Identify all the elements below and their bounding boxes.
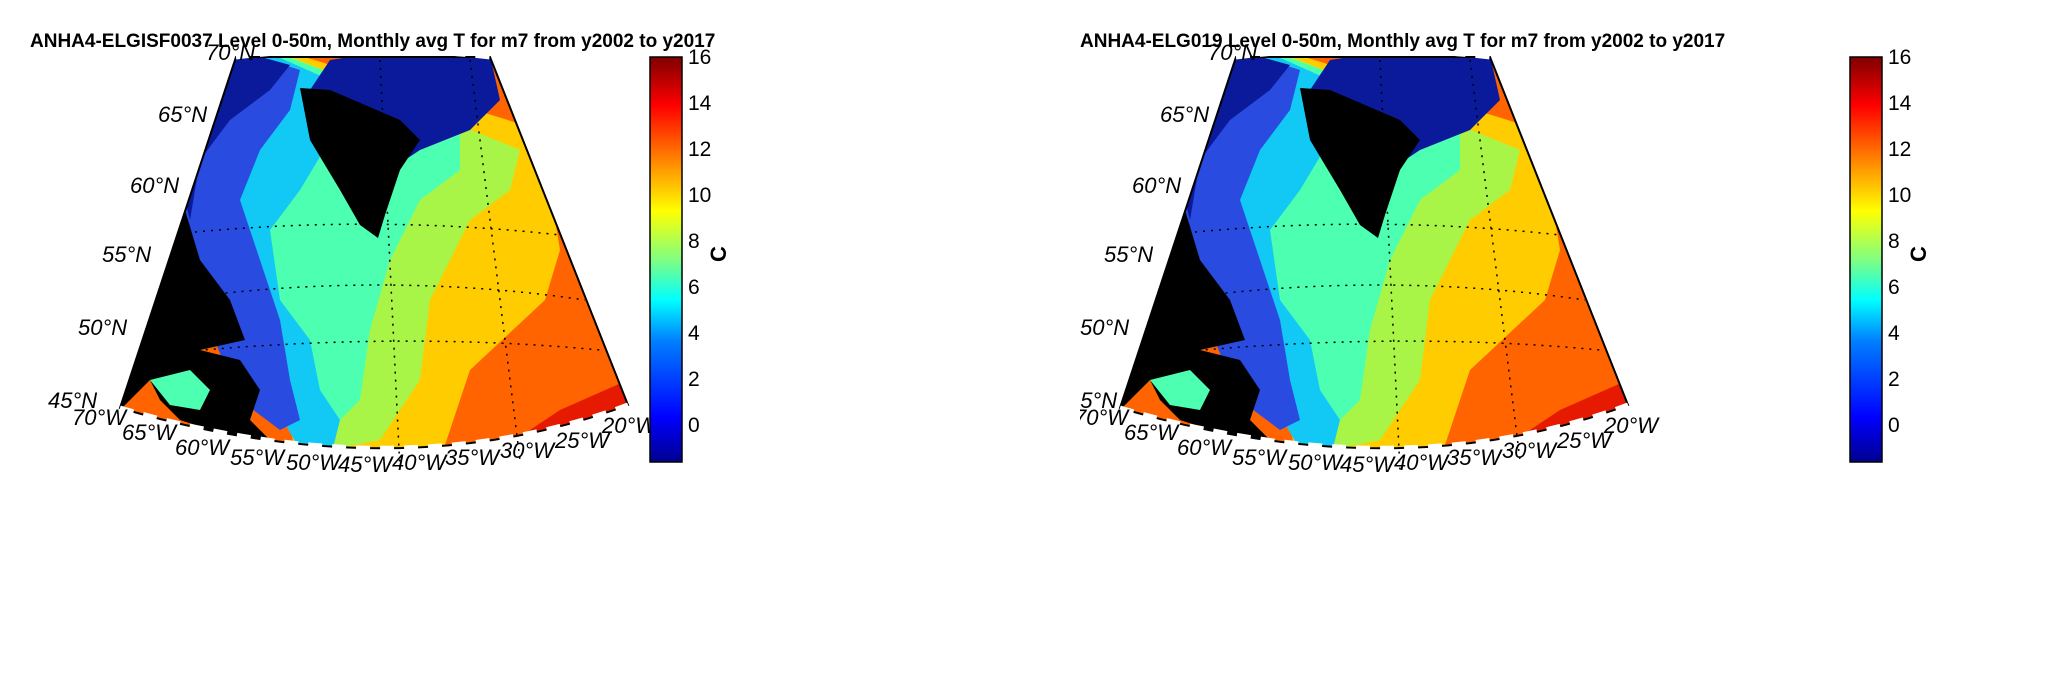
lon-label: 50°W bbox=[1288, 450, 1344, 475]
map-panel-right: ANHA4-ELG019 Level 0-50m, Monthly avg T … bbox=[1068, 0, 2048, 690]
colorbar-label: C bbox=[1906, 246, 1931, 262]
lon-label: 70°W bbox=[1080, 405, 1130, 430]
colorbar-tick: 6 bbox=[1888, 276, 1900, 299]
colorbar-tick: 0 bbox=[688, 414, 700, 437]
longitude-labels: 70°W 65°W 60°W 55°W 50°W 45°W 40°W 35°W … bbox=[72, 405, 658, 477]
greenland-landmass bbox=[300, 88, 420, 238]
graticule bbox=[149, 59, 601, 471]
lat-label: 60°N bbox=[130, 173, 179, 198]
colorbar-tick: 2 bbox=[1888, 368, 1900, 391]
graticule bbox=[1149, 59, 1601, 471]
colorbar-tick: 12 bbox=[688, 138, 711, 161]
colorbar: 16 14 12 10 8 6 4 2 0 C bbox=[1849, 46, 1931, 463]
colorbar-tick: 2 bbox=[688, 368, 700, 391]
lat-label: 55°N bbox=[102, 242, 151, 267]
colorbar-tick: 6 bbox=[688, 276, 700, 299]
colorbar-tick: 10 bbox=[688, 184, 711, 207]
colorbar-tick: 4 bbox=[688, 322, 700, 345]
lon-label: 45°W bbox=[338, 452, 394, 477]
lat-label: 65°N bbox=[158, 102, 207, 127]
colorbar-tick: 8 bbox=[688, 230, 700, 253]
colorbar-tick: 16 bbox=[688, 46, 711, 69]
colorbar-tick: 14 bbox=[688, 92, 712, 115]
lat-label: 45°N bbox=[48, 388, 97, 413]
lat-label: 50°N bbox=[78, 315, 127, 340]
lon-label: 65°W bbox=[1124, 420, 1180, 445]
lon-label: 30°W bbox=[500, 438, 556, 463]
lon-label: 70°W bbox=[72, 405, 128, 430]
lon-label: 45°W bbox=[1340, 452, 1396, 477]
lon-label: 60°W bbox=[175, 435, 231, 460]
map-title: ANHA4-ELG019 Level 0-50m, Monthly avg T … bbox=[1080, 31, 1725, 52]
longitude-labels: 70°W 65°W 60°W 55°W 50°W 45°W 40°W 35°W … bbox=[1074, 405, 1660, 477]
lat-label: 50°N bbox=[1080, 315, 1129, 340]
lon-label: 20°W bbox=[1603, 413, 1660, 438]
map-frame-bottom-border bbox=[1119, 402, 1629, 451]
greenland-landmass bbox=[1300, 88, 1420, 238]
lon-label: 40°W bbox=[1394, 450, 1450, 475]
colorbar-tick: 8 bbox=[1888, 230, 1900, 253]
lon-label: 20°W bbox=[601, 413, 658, 438]
lat-label: 65°N bbox=[1160, 102, 1209, 127]
colorbar-tick: 4 bbox=[1888, 322, 1900, 345]
colorbar: 16 14 12 10 8 6 4 2 0 C bbox=[649, 46, 731, 463]
colorbar-tick: 12 bbox=[1888, 138, 1911, 161]
lon-label: 65°W bbox=[122, 420, 178, 445]
lon-label: 30°W bbox=[1502, 438, 1558, 463]
lat-label: 70°N bbox=[206, 40, 255, 65]
lon-label: 35°W bbox=[1447, 445, 1503, 470]
gulf-st-lawrence-region bbox=[150, 370, 210, 410]
lat-label: 60°N bbox=[1132, 173, 1181, 198]
lat-label: 55°N bbox=[1104, 242, 1153, 267]
gulf-st-lawrence-region bbox=[1150, 370, 1210, 410]
lat-label: 70°N bbox=[1208, 40, 1257, 65]
lon-label: 55°W bbox=[230, 445, 286, 470]
colorbar-tick: 0 bbox=[1888, 414, 1900, 437]
lon-label: 25°W bbox=[554, 428, 611, 453]
colorbar-gradient bbox=[649, 56, 683, 463]
lon-label: 50°W bbox=[286, 450, 342, 475]
lon-label: 40°W bbox=[392, 450, 448, 475]
map-frame-bottom-border bbox=[119, 402, 629, 451]
colorbar-label: C bbox=[706, 246, 731, 262]
lon-label: 60°W bbox=[1177, 435, 1233, 460]
map-panel-left: ANHA4-ELGISF0037 Level 0-50m, Monthly av… bbox=[0, 0, 1024, 690]
map-frame-top-border bbox=[235, 47, 491, 60]
map-frame-top-border bbox=[1235, 47, 1491, 60]
map-title: ANHA4-ELGISF0037 Level 0-50m, Monthly av… bbox=[30, 31, 715, 52]
latitude-labels: 45°N 50°N 55°N 60°N 65°N 70°N bbox=[48, 40, 255, 413]
lon-label: 25°W bbox=[1556, 428, 1613, 453]
lon-label: 55°W bbox=[1232, 445, 1288, 470]
colorbar-tick: 16 bbox=[1888, 46, 1911, 69]
colorbar-tick: 10 bbox=[1888, 184, 1911, 207]
colorbar-gradient-visible bbox=[1849, 56, 1883, 463]
lon-label: 35°W bbox=[445, 445, 501, 470]
colorbar-tick: 14 bbox=[1888, 92, 1912, 115]
